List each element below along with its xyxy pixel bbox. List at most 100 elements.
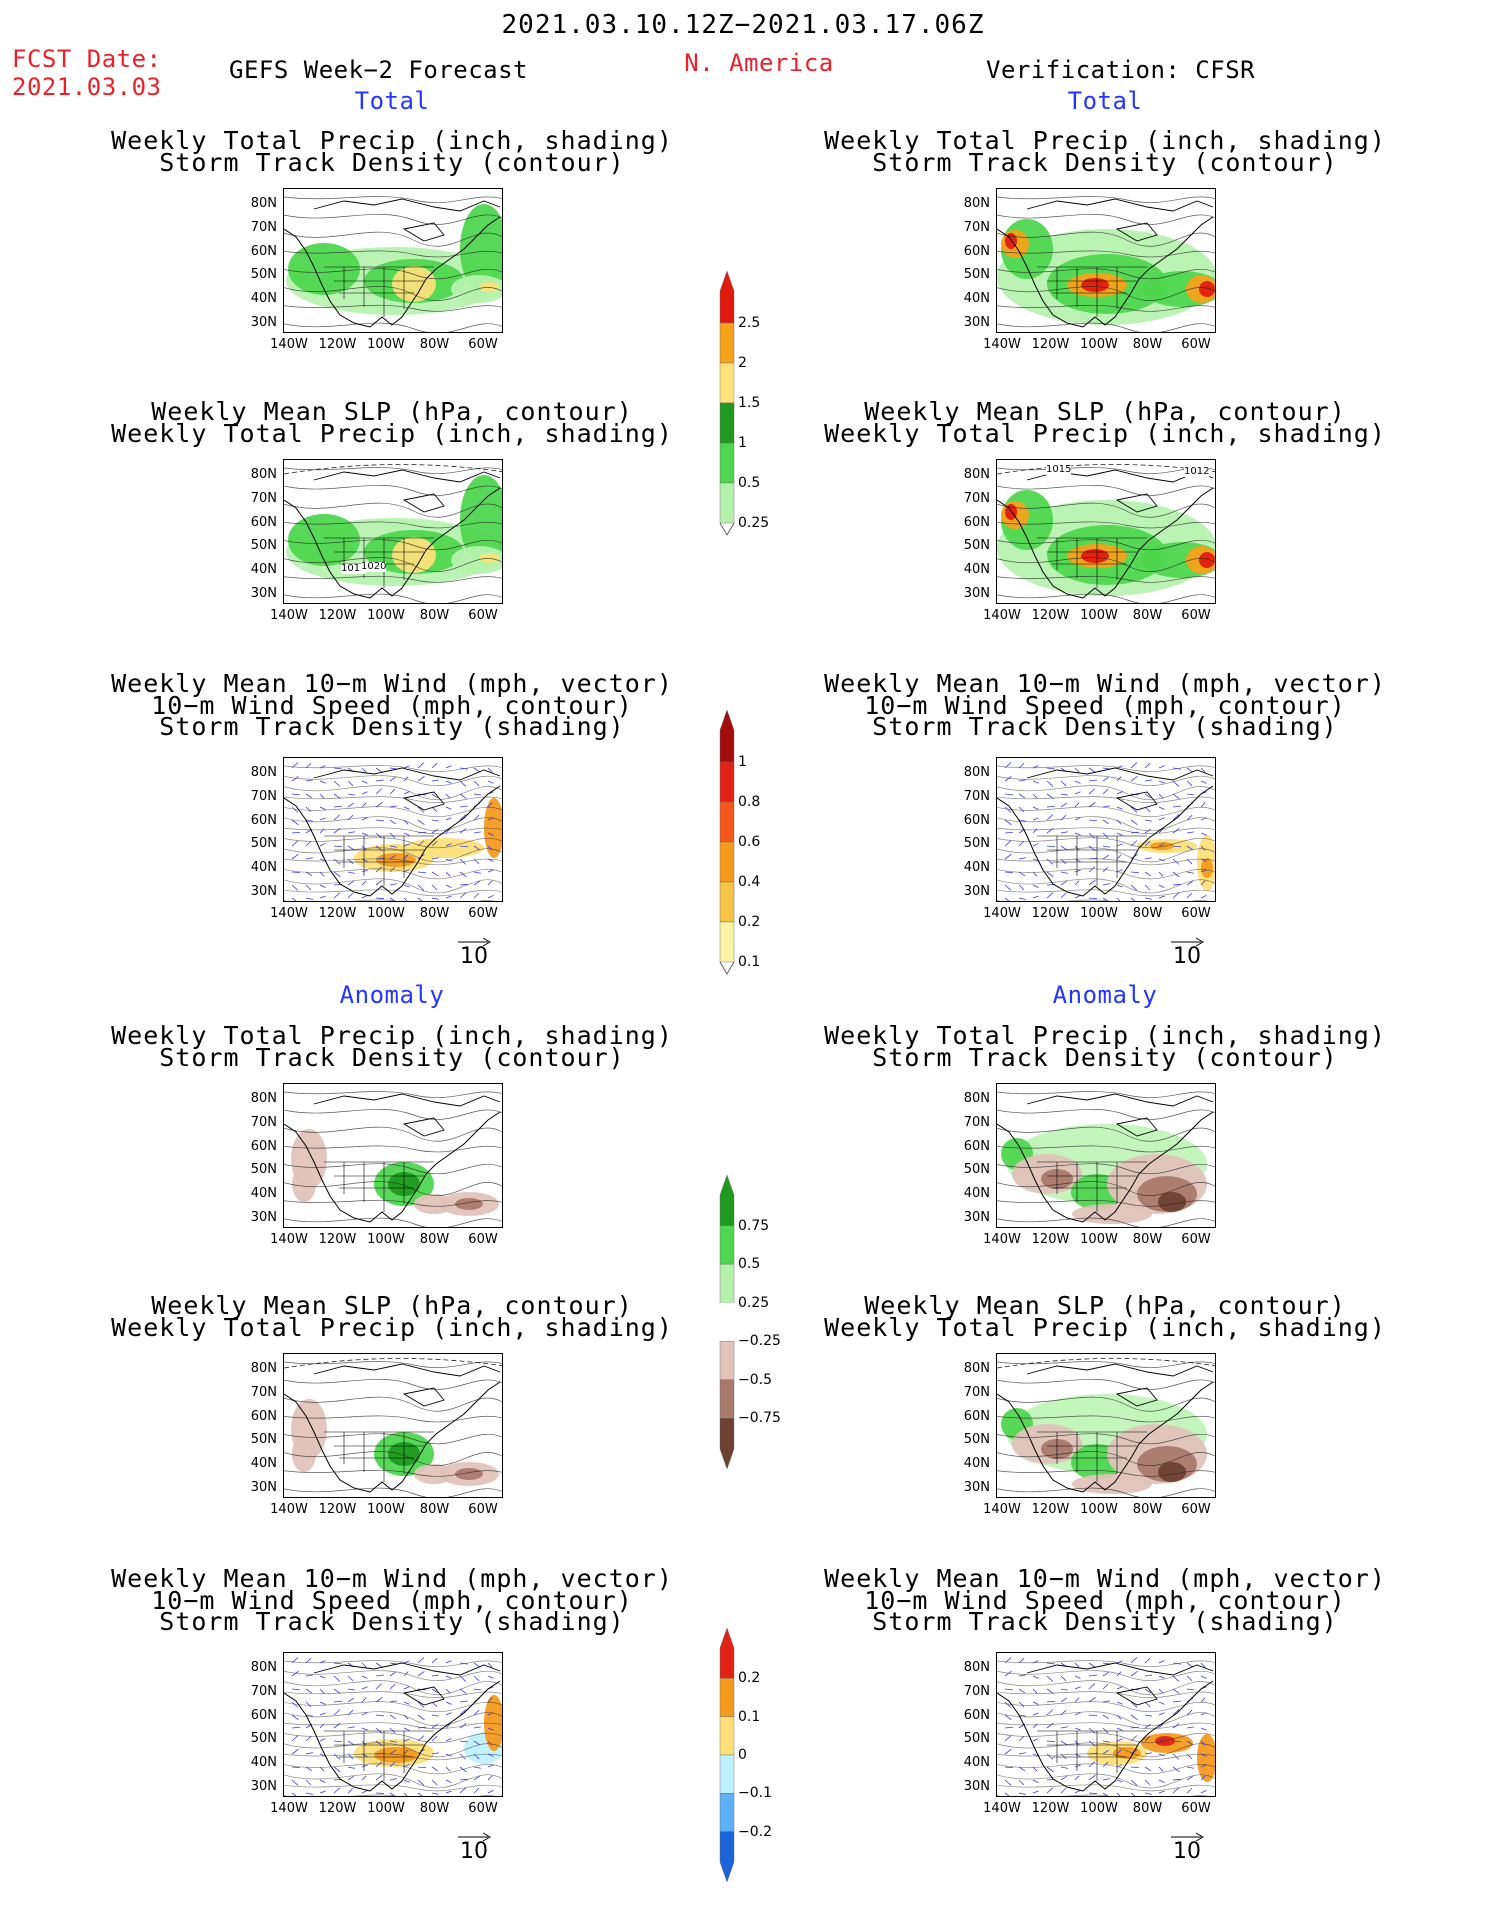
fcst-total-precip-contour-6 xyxy=(284,304,502,312)
fcst-total-precip-contour-3 xyxy=(284,250,502,258)
cfsr-anom-wind-wind-vector-72 xyxy=(1116,1714,1122,1720)
cfsr-anom-precip-lon-label: 80W xyxy=(1132,1232,1163,1247)
cfsr-total-slp-contour-6 xyxy=(997,575,1215,583)
fcst-anom-wind-wind-vector-155 xyxy=(445,1779,452,1783)
fcst-total-wind-wind-vector-97 xyxy=(305,840,312,847)
cfsr-anom-precip-contour-2 xyxy=(997,1126,1215,1142)
cfsr-anom-wind-wind-vector-19 xyxy=(1046,1675,1054,1682)
fcst-anom-wind-wind-vector-118 xyxy=(375,1752,385,1755)
fcst-total-wind-wind-vector-43 xyxy=(445,793,451,799)
precip-total-colorbar-label: 2 xyxy=(738,355,747,371)
fcst-anom-wind-wind-vector-12 xyxy=(459,1662,468,1665)
fcst-anom-wind-wind-vector-77 xyxy=(473,1709,480,1716)
cfsr-anom-wind-wind-vector-174 xyxy=(1200,1790,1207,1794)
cfsr-anom-wind-wind-vector-84 xyxy=(1060,1726,1068,1729)
cfsr-anom-wind-wind-vector-149 xyxy=(1074,1775,1080,1781)
fcst-total-precip-shade-3 xyxy=(392,266,436,302)
fcst-anom-wind-wind-vector-79 xyxy=(501,1715,502,1716)
cfsr-anom-slp-lon-label: 120W xyxy=(1031,1502,1070,1517)
cfsr-anom-precip-lat-label: 60N xyxy=(963,1138,990,1154)
storm-anom-colorbar-label: −0.1 xyxy=(738,1785,772,1802)
cfsr-anom-wind-wind-vector-31 xyxy=(1214,1675,1215,1676)
fcst-anom-wind-wind-vector-66 xyxy=(319,1712,326,1716)
fcst-total-wind-wind-vector-86 xyxy=(375,832,383,839)
fcst-anom-precip-contour-3 xyxy=(284,1145,502,1153)
cfsr-anom-wind-wind-vector-173 xyxy=(1186,1787,1193,1794)
cfsr-anom-wind-wind-vector-74 xyxy=(1144,1714,1152,1717)
fcst-total-slp-slp-contour-label: 1020 xyxy=(361,561,387,572)
precip-total-colorbar-seg-1 xyxy=(719,322,735,364)
fcst-total-slp-dashed-contour xyxy=(284,464,502,475)
cfsr-total-wind-wind-vector-52 xyxy=(1060,802,1068,808)
cfsr-total-wind-wind-vector-44 xyxy=(1172,793,1180,799)
fcst-total-wind-wind-vector-137 xyxy=(417,871,427,874)
cfsr-anom-wind-wind-vector-66 xyxy=(1032,1712,1039,1716)
cfsr-anom-wind-wind-vector-152 xyxy=(1116,1779,1123,1783)
fcst-anom-wind-wind-vector-5 xyxy=(361,1662,367,1668)
precip-total-colorbar-seg-3 xyxy=(719,402,735,444)
fcst-total-slp-lon-label: 100W xyxy=(367,608,405,623)
cfsr-total-wind-wind-vector-167 xyxy=(1102,897,1109,901)
cfsr-total-wind-wind-vector-27 xyxy=(1158,780,1165,784)
fcst-total-wind-shade-1 xyxy=(376,853,416,867)
fcst-total-wind-map-svg xyxy=(284,762,502,901)
fcst-total-wind-wind-vector-47 xyxy=(501,793,502,794)
fcst-anom-wind-wind-vector-159 xyxy=(501,1779,502,1780)
cfsr-anom-slp-title-line-2: Weekly Total Precip (inch, shading) xyxy=(824,1312,1386,1342)
fcst-anom-wind-wind-vector-0 xyxy=(291,1657,299,1664)
fcst-total-wind-wind-vector-57 xyxy=(417,806,425,813)
fcst-total-wind-wind-vector-149 xyxy=(361,880,367,886)
fcst-total-precip-contour-2 xyxy=(284,231,502,247)
cfsr-total-wind-wind-vector-0 xyxy=(1004,762,1012,769)
fcst-anom-precip-contour-2 xyxy=(284,1126,502,1142)
precip-total-colorbar-label: 2.5 xyxy=(738,315,761,331)
fcst-anom-wind-wind-vector-39 xyxy=(389,1683,396,1690)
cfsr-total-wind-wind-vector-111 xyxy=(1214,846,1215,847)
fcst-total-wind-wind-vector-31 xyxy=(501,780,502,781)
cfsr-total-wind-wind-vector-164 xyxy=(1060,892,1067,899)
fcst-anom-wind-wind-vector-15 xyxy=(501,1663,502,1664)
fcst-anom-wind-title-line-2: 10−m Wind Speed (mph, contour) xyxy=(151,1585,633,1615)
fcst-anom-wind-wind-vector-109 xyxy=(473,1740,481,1746)
fcst-total-wind-wind-vector-77 xyxy=(473,814,480,821)
cfsr-anom-wind-wind-vector-131 xyxy=(1046,1766,1054,1773)
fcst-anom-wind-wind-vector-9 xyxy=(417,1657,425,1664)
fcst-anom-slp-title-line-1: Weekly Mean SLP (hPa, contour) xyxy=(151,1291,633,1320)
fcst-anom-wind-wind-vector-6 xyxy=(375,1662,383,1668)
fcst-total-precip-shade-6 xyxy=(479,282,499,292)
cfsr-anom-precip-shade-7 xyxy=(1158,1192,1186,1212)
cfsr-anom-wind-title-line-2: 10−m Wind Speed (mph, contour) xyxy=(864,1585,1346,1615)
fcst-anom-precip-contour-7 xyxy=(284,1217,502,1227)
fcst-anom-wind-wind-vector-150 xyxy=(375,1774,383,1781)
cfsr-total-wind-wind-vector-77 xyxy=(1186,814,1193,821)
fcst-anom-wind-wind-vector-143 xyxy=(501,1766,502,1767)
cfsr-anom-wind-wind-vector-25 xyxy=(1130,1671,1138,1677)
fcst-total-precip-map xyxy=(283,188,503,333)
fcst-anom-wind-wind-vector-112 xyxy=(291,1748,299,1755)
cfsr-total-wind-contour-11 xyxy=(997,878,1215,894)
cfsr-anom-slp-lat-label: 30N xyxy=(963,1480,990,1495)
fcst-total-wind-wind-vector-56 xyxy=(403,806,410,810)
fcst-total-precip-contour-0 xyxy=(284,196,502,203)
cfsr-total-wind-wind-vector-67 xyxy=(1046,814,1054,821)
cfsr-anom-wind-wind-vector-50 xyxy=(1032,1701,1039,1705)
cfsr-anom-precip-contour-4 xyxy=(997,1163,1215,1175)
fcst-total-wind-wind-vector-166 xyxy=(375,897,385,899)
cfsr-anom-wind-wind-vector-69 xyxy=(1074,1712,1081,1716)
cfsr-total-wind-wind-vector-54 xyxy=(1088,801,1096,808)
cfsr-anom-wind-wind-vector-136 xyxy=(1116,1764,1123,1768)
fcst-total-wind-wind-vector-9 xyxy=(417,762,425,769)
fcst-anom-wind-wind-vector-104 xyxy=(403,1738,410,1742)
cfsr-anom-wind-lat-label: 70N xyxy=(963,1683,990,1699)
cfsr-anom-slp-title-line-1: Weekly Mean SLP (hPa, contour) xyxy=(864,1291,1346,1320)
cfsr-total-precip-contour-5 xyxy=(997,286,1215,301)
cfsr-anom-wind-wind-vector-99 xyxy=(1046,1740,1056,1743)
fcst-anom-wind-contour-10 xyxy=(284,1763,502,1775)
cfsr-anom-precip-lon-label: 140W xyxy=(983,1232,1021,1247)
fcst-total-precip-contour-5 xyxy=(284,286,502,301)
fcst-total-wind-contour-1 xyxy=(284,775,502,786)
cfsr-anom-wind-wind-vector-71 xyxy=(1102,1714,1110,1720)
fcst-total-wind-wind-vector-94 xyxy=(487,832,494,836)
fcst-anom-wind-wind-vector-153 xyxy=(417,1779,425,1786)
fcst-total-slp-lon-label: 80W xyxy=(419,608,450,623)
